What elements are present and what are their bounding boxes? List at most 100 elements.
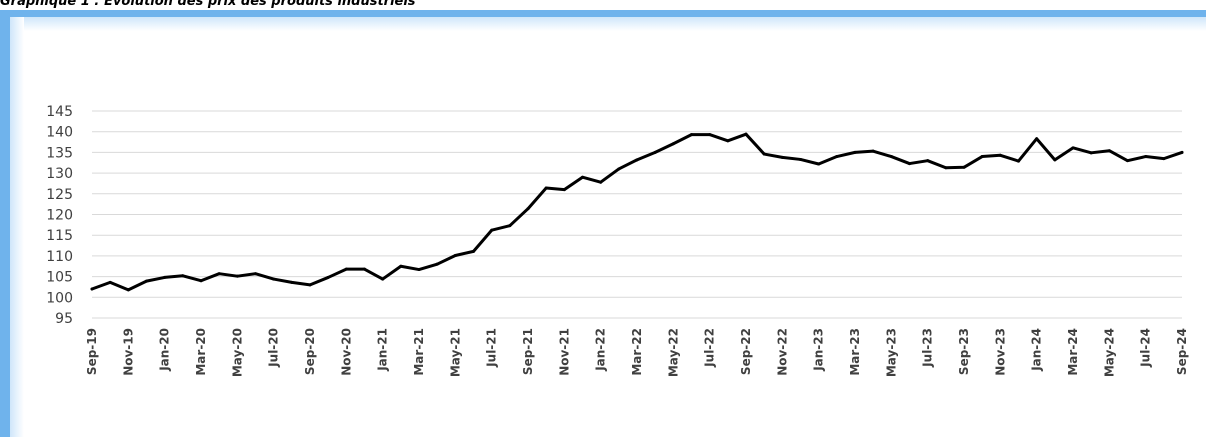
data-point: [363, 267, 366, 271]
data-point: [326, 275, 330, 279]
data-point: [744, 132, 748, 136]
x-tick-label: Nov-22: [775, 328, 789, 376]
x-tick-label: Sep-22: [739, 328, 753, 375]
data-point: [944, 166, 948, 170]
x-tick-label: Mar-21: [412, 328, 426, 376]
x-tick-label: Sep-24: [1175, 328, 1189, 375]
data-point: [435, 262, 439, 266]
data-point: [508, 224, 512, 228]
data-point: [817, 162, 821, 166]
x-tick-label: Jul-24: [1139, 328, 1153, 368]
y-tick-label: 110: [46, 249, 73, 265]
data-point: [1053, 158, 1057, 162]
x-tick-label: Mar-22: [630, 328, 644, 376]
series-line-0: [90, 132, 1184, 292]
x-tick-label: Nov-20: [339, 328, 353, 376]
data-point: [526, 207, 530, 211]
data-point: [1162, 157, 1166, 161]
x-tick-label: Jan-23: [812, 328, 826, 372]
data-point: [871, 149, 875, 153]
data-point: [962, 165, 966, 169]
x-tick-label: Sep-19: [85, 328, 99, 375]
data-point: [199, 279, 203, 283]
data-point: [980, 155, 984, 159]
data-point: [908, 162, 911, 166]
data-point: [581, 175, 584, 179]
data-point: [617, 167, 621, 171]
data-point: [126, 288, 130, 292]
frame-top-shadow: [10, 17, 1206, 31]
y-tick-label: 105: [46, 270, 73, 286]
y-tick-label: 140: [46, 125, 73, 141]
data-point: [635, 158, 639, 162]
data-point: [1035, 137, 1039, 141]
data-point: [1071, 146, 1075, 150]
data-point: [799, 157, 802, 161]
y-axis: 95 100 105 110 115 120 125 130 135 140 145: [46, 104, 73, 327]
data-point: [708, 133, 712, 137]
x-tick-label: May-23: [884, 328, 898, 377]
x-tick-label: May-20: [230, 328, 244, 377]
data-point: [562, 188, 566, 192]
data-point: [490, 228, 494, 232]
data-point: [344, 267, 348, 271]
x-tick-label: Nov-21: [557, 328, 571, 376]
data-point: [399, 264, 403, 268]
data-point: [472, 249, 475, 253]
y-tick-label: 125: [46, 187, 73, 203]
data-point: [90, 287, 94, 291]
x-tick-label: Nov-23: [993, 328, 1007, 376]
data-point: [308, 283, 312, 287]
x-tick-label: Jul-23: [921, 328, 935, 368]
data-point: [835, 155, 839, 159]
data-point: [671, 142, 675, 146]
data-point: [1180, 150, 1184, 154]
data-point: [780, 155, 784, 159]
gridlines: [92, 110, 1182, 319]
x-tick-label: Jan-21: [376, 328, 390, 372]
data-point: [853, 150, 857, 154]
data-point: [417, 268, 421, 272]
data-point: [690, 133, 693, 137]
data-point: [1089, 151, 1093, 155]
y-tick-label: 145: [46, 104, 73, 120]
y-tick-label: 100: [46, 290, 73, 306]
data-point: [272, 277, 276, 281]
x-tick-label: Sep-23: [957, 328, 971, 375]
x-tick-label: Mar-23: [848, 328, 862, 376]
data-point: [254, 272, 257, 276]
data-point: [1126, 159, 1129, 163]
x-tick-label: Jul-21: [485, 328, 499, 368]
y-tick-label: 135: [46, 145, 73, 161]
x-tick-label: Jan-24: [1030, 328, 1044, 372]
data-point: [726, 139, 730, 143]
chart-caption: Graphique 1 : Évolution des prix des pro…: [0, 0, 416, 9]
x-tick-label: Jul-22: [703, 328, 717, 368]
data-point: [653, 150, 657, 154]
y-tick-label: 130: [46, 166, 73, 182]
x-tick-label: Jan-20: [158, 328, 172, 372]
data-point: [217, 272, 221, 276]
x-tick-label: Jan-22: [594, 328, 608, 372]
data-point: [290, 280, 294, 284]
x-tick-label: Mar-20: [194, 328, 208, 376]
data-point: [1017, 159, 1020, 163]
x-tick-label: May-22: [666, 328, 680, 377]
x-axis: Sep-19 Nov-19 Jan-20 Mar-20 May-20 Jul-20 Sep-…: [85, 328, 1189, 377]
x-tick-label: May-21: [448, 328, 462, 377]
data-point: [1144, 155, 1148, 159]
x-tick-label: Sep-20: [303, 328, 317, 375]
data-point: [163, 275, 167, 279]
chart-frame: [0, 10, 1206, 437]
x-tick-label: May-24: [1102, 328, 1116, 377]
data-point: [181, 274, 185, 278]
y-tick-label: 95: [55, 311, 73, 327]
x-tick-label: Nov-19: [121, 328, 135, 376]
data-point: [998, 153, 1002, 157]
x-tick-label: Jul-20: [267, 328, 281, 368]
data-point: [235, 274, 239, 278]
data-point: [599, 180, 603, 184]
series-layer: [90, 132, 1184, 292]
data-point: [145, 279, 148, 283]
